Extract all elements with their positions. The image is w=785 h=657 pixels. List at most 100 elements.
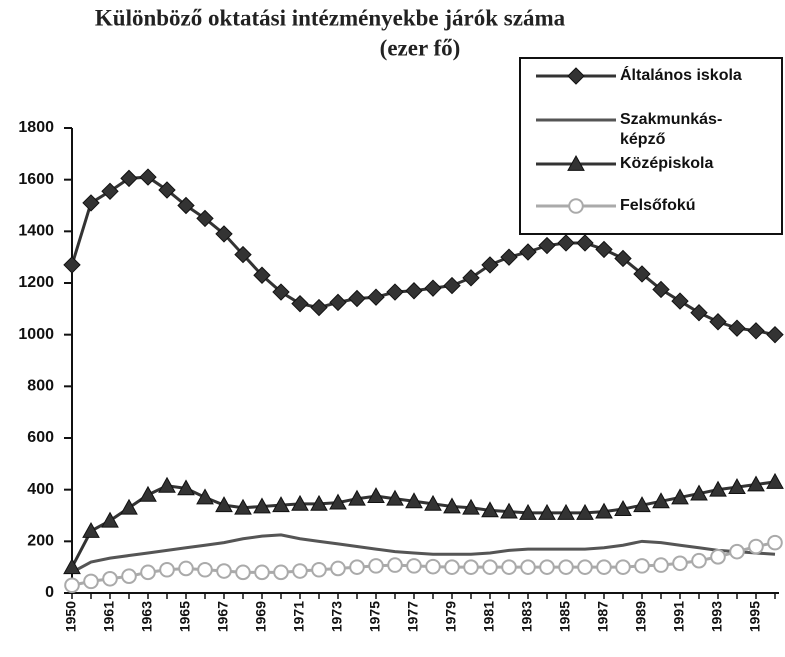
marker bbox=[462, 498, 480, 515]
marker bbox=[329, 293, 347, 312]
marker bbox=[159, 561, 175, 578]
marker bbox=[729, 543, 745, 560]
marker bbox=[614, 500, 632, 516]
marker bbox=[424, 494, 442, 511]
marker bbox=[462, 269, 480, 287]
marker bbox=[500, 248, 518, 266]
x-tick-label: 1973 bbox=[329, 601, 345, 632]
marker bbox=[633, 265, 651, 283]
x-tick-label: 1993 bbox=[709, 601, 725, 632]
marker bbox=[348, 289, 366, 308]
y-tick-label: 1000 bbox=[18, 326, 54, 343]
marker bbox=[615, 559, 631, 575]
marker bbox=[595, 240, 613, 259]
marker bbox=[82, 521, 100, 538]
marker bbox=[519, 243, 537, 261]
marker bbox=[567, 154, 585, 171]
marker bbox=[690, 484, 708, 501]
x-tick-label: 1983 bbox=[519, 601, 535, 632]
marker bbox=[120, 498, 138, 515]
marker bbox=[178, 560, 194, 577]
y-tick-label: 400 bbox=[27, 481, 54, 498]
marker bbox=[634, 558, 650, 574]
marker bbox=[728, 319, 746, 337]
x-tick-label: 1979 bbox=[443, 601, 459, 632]
marker bbox=[538, 236, 556, 255]
marker bbox=[310, 494, 328, 511]
marker bbox=[215, 496, 233, 513]
marker bbox=[139, 168, 157, 186]
marker bbox=[405, 492, 423, 509]
marker bbox=[253, 497, 271, 514]
marker bbox=[254, 564, 270, 581]
marker bbox=[568, 198, 584, 214]
marker bbox=[101, 182, 119, 200]
marker bbox=[63, 558, 81, 575]
y-tick-label: 1400 bbox=[18, 223, 54, 240]
marker bbox=[64, 577, 80, 594]
marker bbox=[576, 503, 594, 520]
marker bbox=[386, 283, 404, 301]
legend-label: Általános iskola bbox=[620, 65, 742, 84]
marker bbox=[567, 67, 585, 85]
marker bbox=[747, 322, 765, 340]
marker bbox=[557, 503, 575, 520]
series-line bbox=[71, 533, 776, 574]
marker bbox=[614, 249, 632, 268]
marker bbox=[463, 559, 479, 575]
x-tick-label: 1963 bbox=[139, 601, 155, 632]
chart-title: Különböző oktatási intézményekbe járók s… bbox=[95, 5, 566, 30]
marker bbox=[158, 181, 176, 199]
marker bbox=[671, 488, 689, 505]
marker bbox=[500, 502, 518, 519]
marker bbox=[576, 234, 594, 252]
marker bbox=[216, 563, 232, 579]
marker bbox=[121, 568, 137, 585]
marker bbox=[671, 292, 689, 310]
marker bbox=[481, 501, 499, 518]
marker bbox=[653, 557, 669, 573]
marker bbox=[501, 559, 517, 575]
marker bbox=[101, 511, 119, 528]
marker bbox=[747, 475, 765, 492]
marker bbox=[311, 561, 327, 578]
marker bbox=[595, 502, 613, 519]
marker bbox=[519, 503, 537, 520]
marker bbox=[235, 564, 251, 581]
x-tick-label: 1965 bbox=[177, 601, 193, 632]
legend-label: Felsőfokú bbox=[620, 197, 696, 214]
marker bbox=[538, 503, 556, 520]
marker bbox=[348, 489, 366, 506]
y-tick-label: 1200 bbox=[18, 274, 54, 291]
marker bbox=[310, 298, 328, 317]
marker bbox=[596, 559, 612, 575]
marker bbox=[197, 561, 213, 578]
marker bbox=[387, 557, 403, 573]
marker bbox=[253, 266, 271, 284]
y-tick-label: 0 bbox=[45, 584, 54, 601]
y-tick-label: 800 bbox=[27, 378, 54, 395]
x-tick-label: 1991 bbox=[671, 601, 687, 632]
marker bbox=[196, 488, 214, 505]
marker bbox=[272, 496, 290, 513]
marker bbox=[766, 325, 784, 344]
marker bbox=[82, 194, 100, 212]
y-tick-label: 1800 bbox=[18, 119, 54, 136]
marker bbox=[558, 559, 574, 575]
marker bbox=[539, 559, 555, 575]
marker bbox=[767, 534, 783, 551]
marker bbox=[691, 552, 707, 569]
marker bbox=[710, 549, 726, 565]
y-tick-label: 1600 bbox=[18, 171, 54, 188]
x-tick-label: 1985 bbox=[557, 601, 573, 632]
marker bbox=[405, 282, 423, 300]
legend-label: Középiskola bbox=[620, 155, 713, 172]
marker bbox=[577, 559, 593, 575]
marker bbox=[273, 564, 289, 581]
marker bbox=[120, 169, 138, 188]
marker bbox=[633, 496, 651, 513]
marker bbox=[368, 558, 384, 574]
x-tick-label: 1971 bbox=[291, 601, 307, 632]
marker bbox=[367, 487, 385, 504]
marker bbox=[709, 313, 727, 331]
